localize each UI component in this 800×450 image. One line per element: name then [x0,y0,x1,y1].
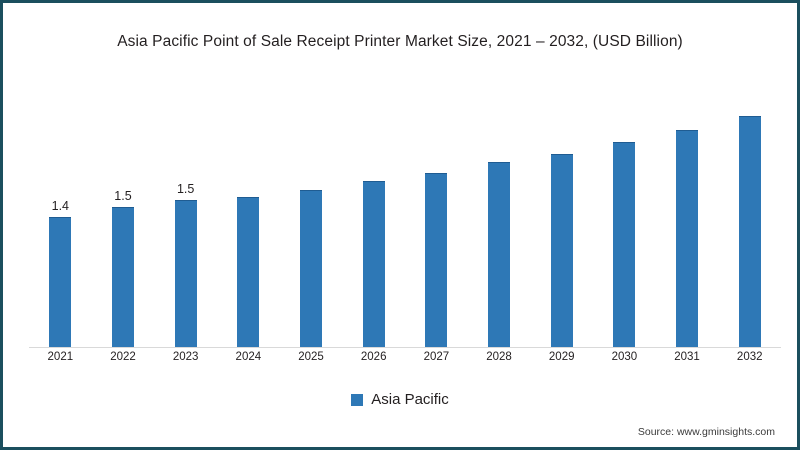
x-tick-label: 2031 [674,351,700,363]
bar-slot: 1.4 [29,73,92,347]
x-tick-label: 2025 [298,351,324,363]
plot-area: 1.4 1.5 1.5 [29,73,781,348]
bar[interactable] [425,172,448,347]
bar[interactable] [738,115,761,347]
bar-slot [593,73,656,347]
bar[interactable] [613,141,636,347]
x-tick-label: 2022 [110,351,136,363]
x-tick-label: 2032 [736,351,763,363]
source-attribution: Source: www.gminsights.com [637,426,775,438]
x-tick-label: 2029 [548,351,575,363]
bar-value-label: 1.5 [114,189,132,204]
chart-legend: Asia Pacific [3,391,797,408]
bar-slot [217,73,280,347]
bar-slot [530,73,593,347]
x-tick-label: 2028 [486,351,512,363]
bar-slot: 1.5 [92,73,155,347]
legend-item-label[interactable]: Asia Pacific [371,391,449,408]
x-tick-label: 2023 [172,351,199,363]
bar-value-label: 1.4 [51,198,70,213]
bar-value-label: 1.5 [176,181,195,196]
x-axis-tick-labels: 2021 2022 2023 2024 2025 2026 2027 2028 … [29,351,781,371]
bar-slot [280,73,343,347]
bar[interactable] [362,181,385,347]
x-tick-label: 2030 [611,351,638,363]
x-axis-line [29,347,781,348]
bar[interactable] [676,129,699,347]
bar-slot [656,73,719,347]
bar[interactable] [237,196,260,347]
chart-title: Asia Pacific Point of Sale Receipt Print… [117,33,683,50]
bar-slot: 1.5 [154,73,217,347]
legend-swatch-icon [351,393,364,406]
bar-group: 1.4 1.5 1.5 [29,73,781,347]
x-tick-label: 2026 [360,351,387,363]
bar[interactable] [49,216,72,347]
bar-slot [718,73,781,347]
bar[interactable] [488,162,511,347]
bar-slot [342,73,405,347]
bar[interactable] [550,154,573,347]
x-tick-label: 2021 [47,351,74,363]
bar[interactable] [174,199,197,347]
x-tick-label: 2027 [423,351,450,363]
bar[interactable] [112,207,134,347]
bar-slot [468,73,531,347]
bar-slot [405,73,468,347]
bar[interactable] [300,189,323,347]
x-tick-label: 2024 [235,351,262,363]
